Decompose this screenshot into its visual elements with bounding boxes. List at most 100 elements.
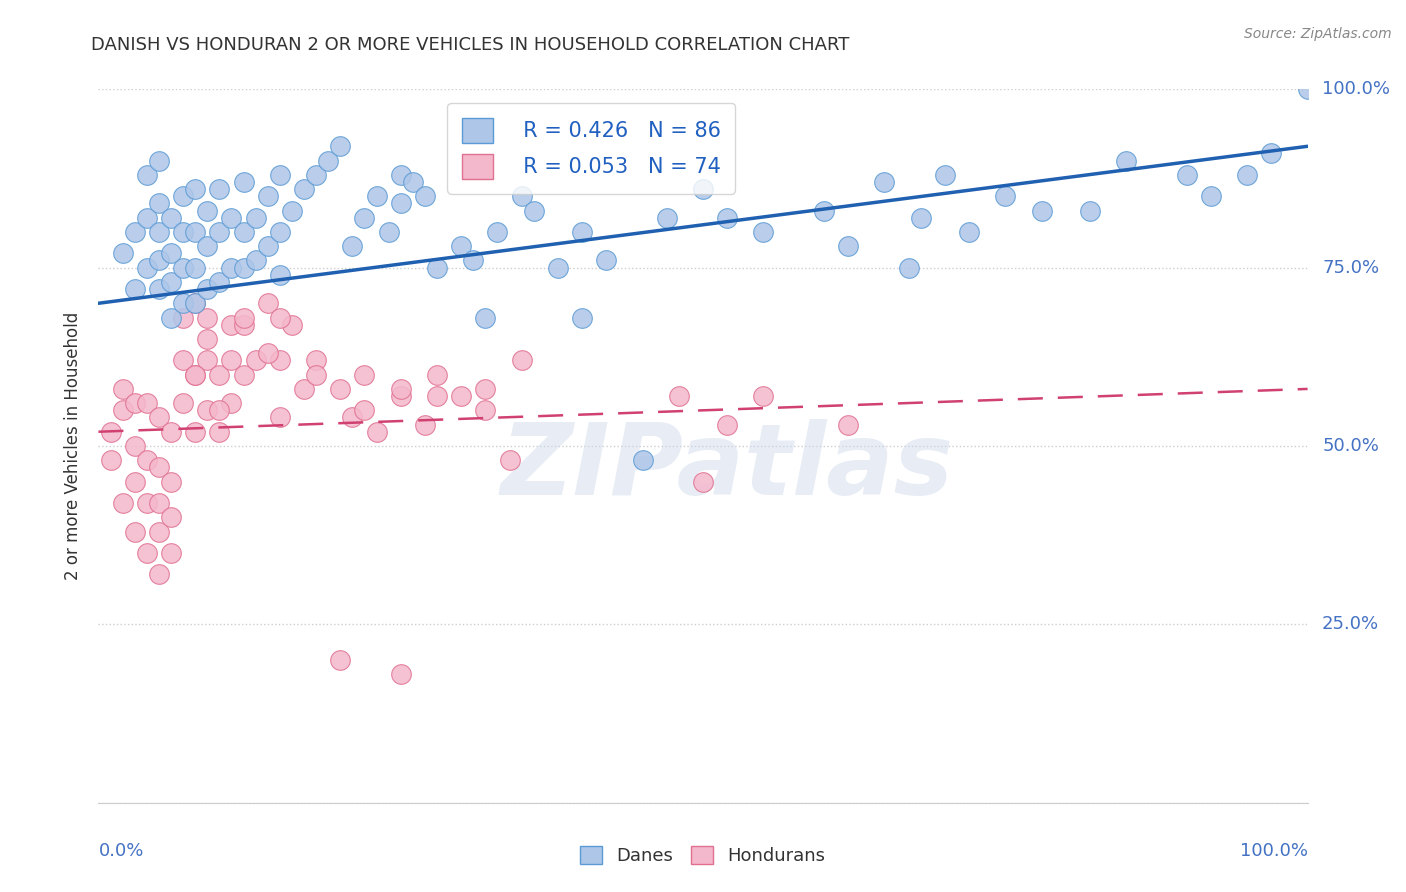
Point [994,189,1017,203]
Point [135,546,157,560]
Point [329,382,352,396]
Point [510,353,533,368]
Point [111,246,134,260]
Point [716,211,738,225]
Point [571,310,593,325]
Point [269,353,291,368]
Point [668,389,690,403]
Point [269,268,291,282]
Point [232,260,254,275]
Point [1236,168,1258,182]
Point [305,168,328,182]
Point [195,282,218,296]
Point [873,175,896,189]
Point [269,310,291,325]
Point [135,260,157,275]
Point [329,653,352,667]
Point [269,168,291,182]
Point [910,211,932,225]
Point [208,225,231,239]
Point [172,296,194,310]
Point [377,225,399,239]
Point [221,260,243,275]
Point [232,310,254,325]
Point [752,389,775,403]
Point [135,496,157,510]
Point [245,353,267,368]
Point [692,475,714,489]
Point [124,225,146,239]
Point [160,425,183,439]
Point [269,410,291,425]
Point [208,403,231,417]
Point [232,175,254,189]
Text: 75.0%: 75.0% [1322,259,1379,277]
Point [1115,153,1137,168]
Point [256,239,278,253]
Point [1199,189,1222,203]
Point [184,296,207,310]
Y-axis label: 2 or more Vehicles in Household: 2 or more Vehicles in Household [65,312,83,580]
Point [208,425,231,439]
Point [752,225,775,239]
Point [366,189,388,203]
Point [135,168,157,182]
Point [124,524,146,539]
Point [389,168,412,182]
Point [172,260,194,275]
Point [474,403,496,417]
Point [389,382,412,396]
Point [353,368,375,382]
Point [281,203,304,218]
Point [160,211,183,225]
Point [184,425,207,439]
Point [221,353,243,368]
Point [160,246,183,260]
Point [281,318,304,332]
Point [1175,168,1198,182]
Point [184,182,207,196]
Point [426,389,449,403]
Point [342,410,364,425]
Point [195,310,218,325]
Point [160,275,183,289]
Point [124,439,146,453]
Point [160,546,183,560]
Point [837,239,859,253]
Point [316,153,339,168]
Point [510,189,533,203]
Point [135,211,157,225]
Point [160,510,183,524]
Point [1260,146,1282,161]
Point [305,368,328,382]
Point [111,496,134,510]
Text: 100.0%: 100.0% [1322,80,1391,98]
Point [269,225,291,239]
Point [292,382,315,396]
Legend: Danes, Hondurans: Danes, Hondurans [571,837,835,874]
Point [934,168,956,182]
Point [426,368,449,382]
Point [111,382,134,396]
Point [1078,203,1101,218]
Point [172,189,194,203]
Point [305,353,328,368]
Point [426,260,449,275]
Point [389,389,412,403]
Point [148,524,170,539]
Point [1296,82,1319,96]
Point [245,211,267,225]
Text: Source: ZipAtlas.com: Source: ZipAtlas.com [1244,27,1392,41]
Point [256,296,278,310]
Point [148,282,170,296]
Point [148,496,170,510]
Text: ZIPatlas: ZIPatlas [501,419,953,516]
Point [135,396,157,410]
Point [195,353,218,368]
Point [256,346,278,360]
Point [655,211,678,225]
Point [195,203,218,218]
Point [148,196,170,211]
Point [124,396,146,410]
Point [124,282,146,296]
